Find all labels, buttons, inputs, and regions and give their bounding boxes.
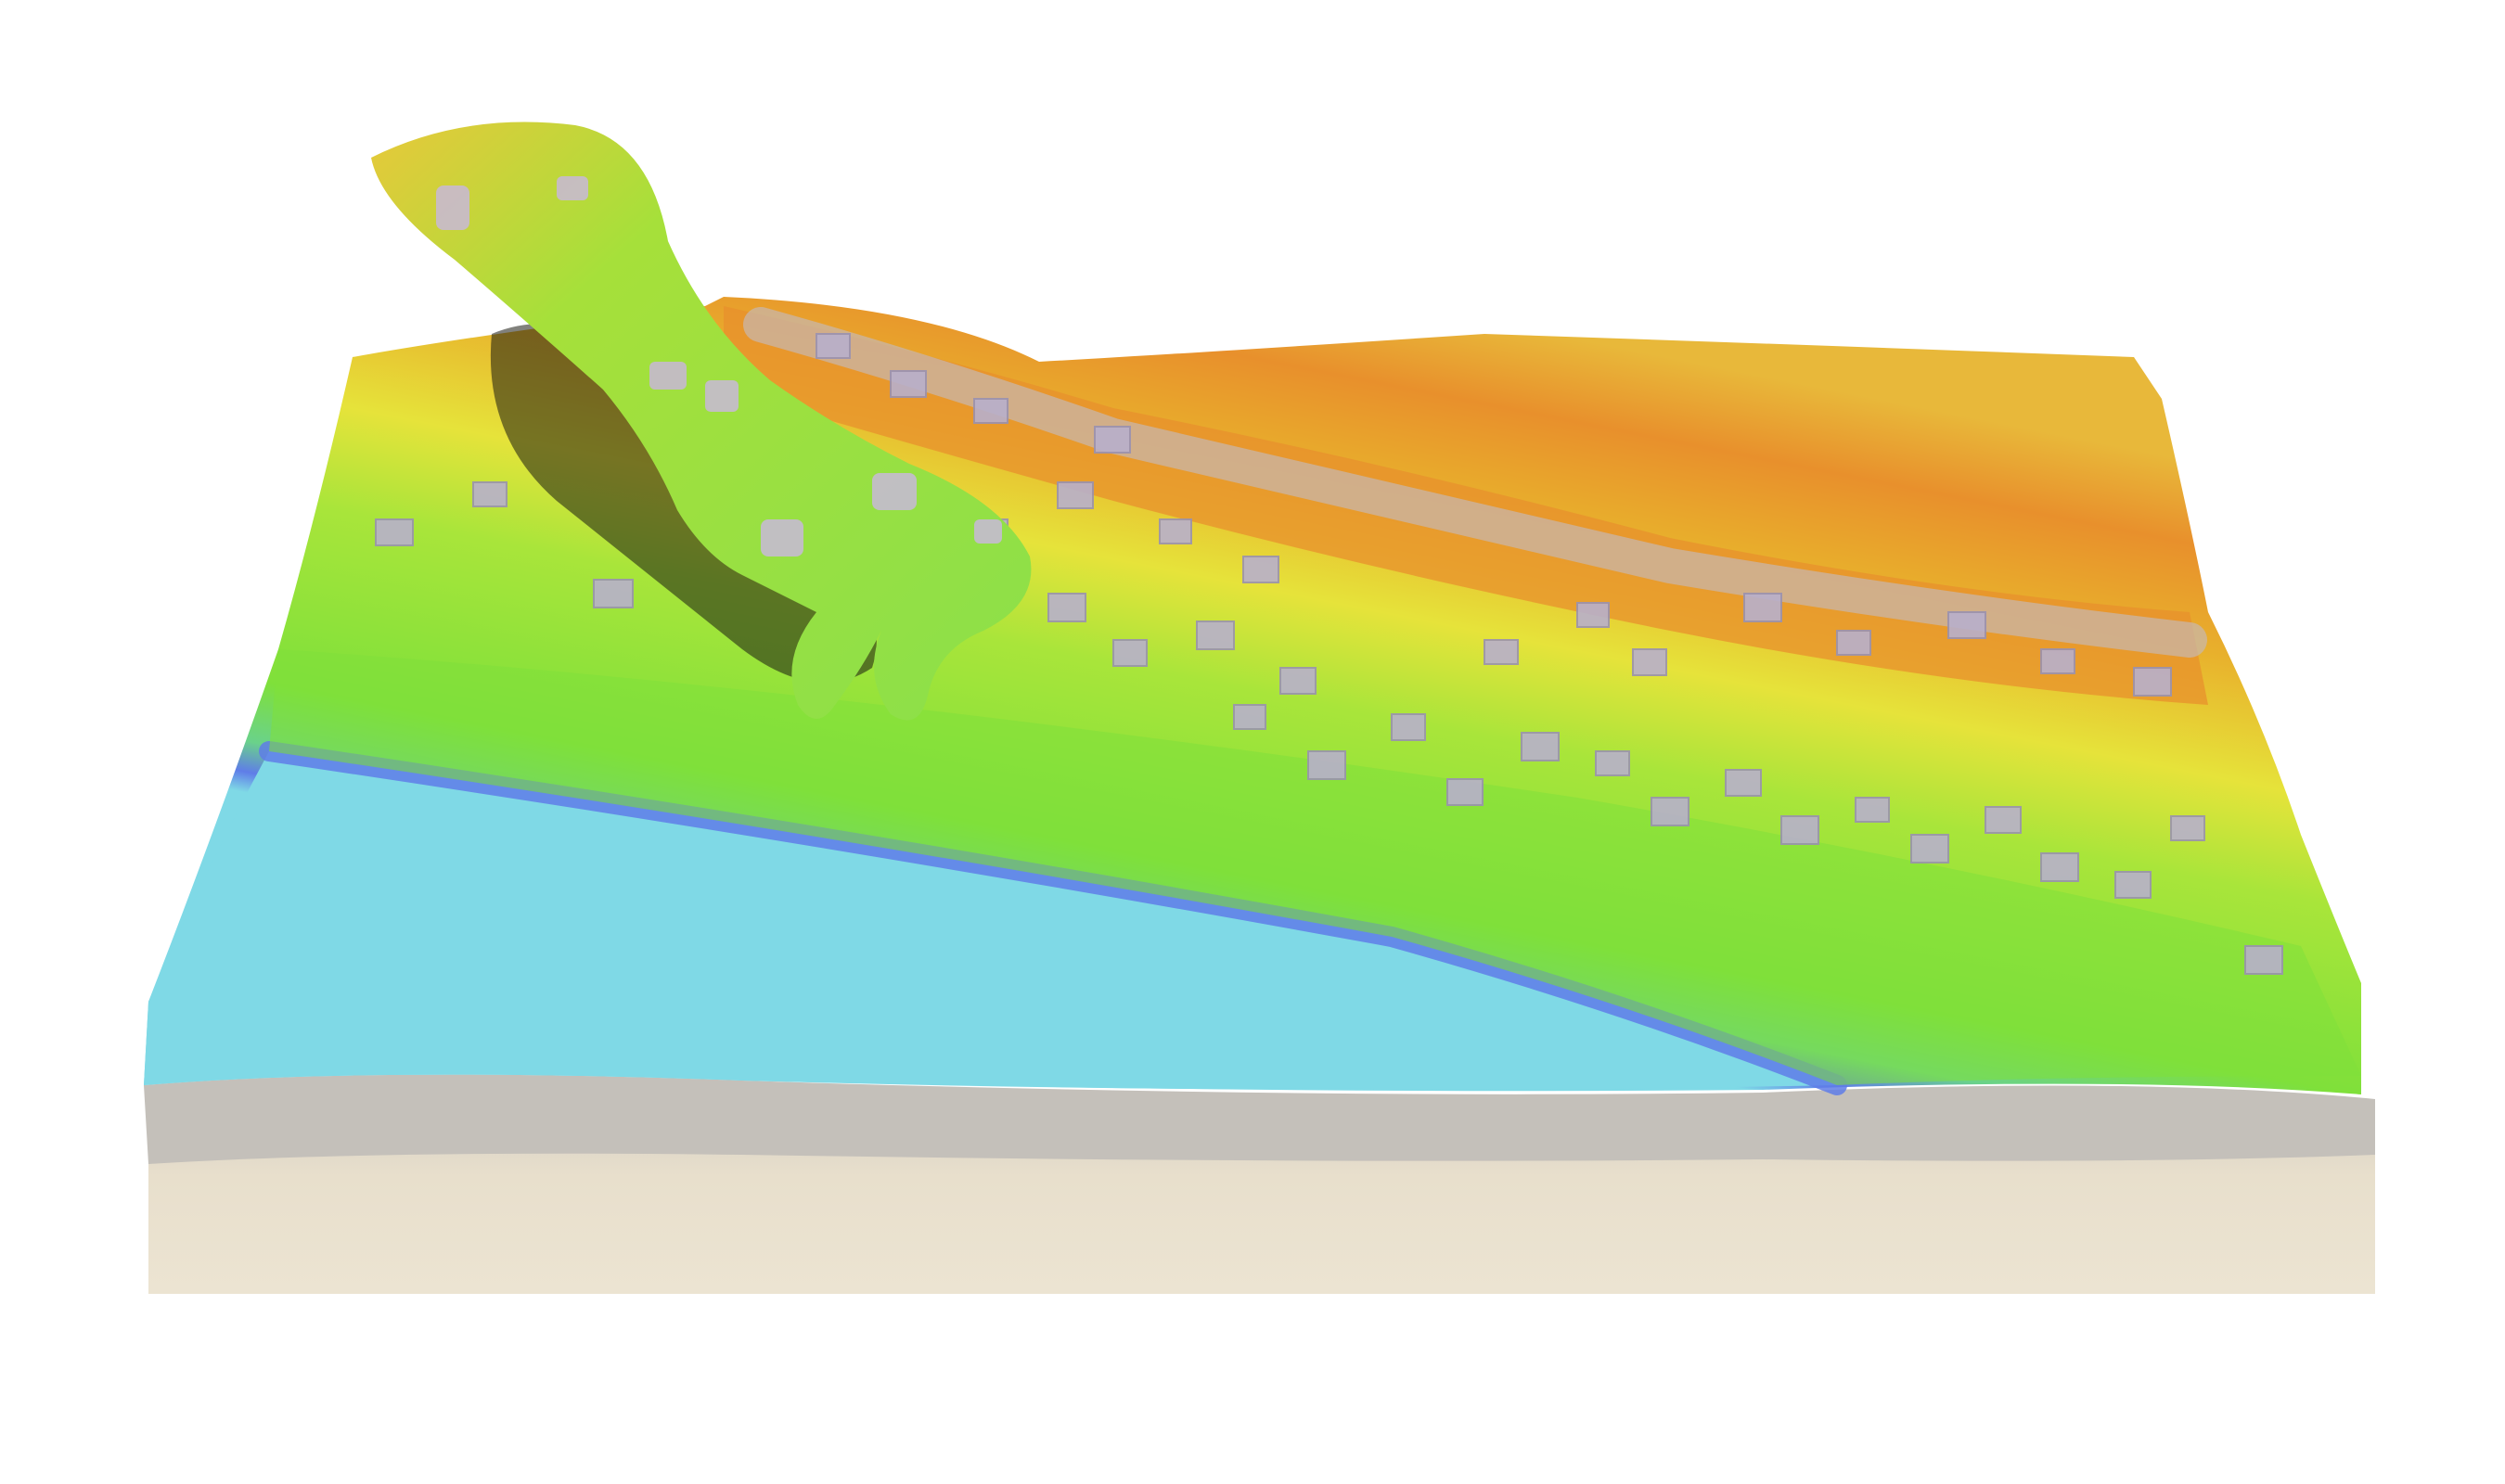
shoreline — [259, 741, 1847, 1095]
sand-edge — [144, 1074, 2375, 1164]
ridge-crest — [743, 307, 2207, 658]
hand — [371, 122, 1032, 721]
hand-building-projections — [436, 176, 1002, 556]
lowland-band — [269, 649, 2361, 1085]
water-region — [144, 751, 1837, 1090]
